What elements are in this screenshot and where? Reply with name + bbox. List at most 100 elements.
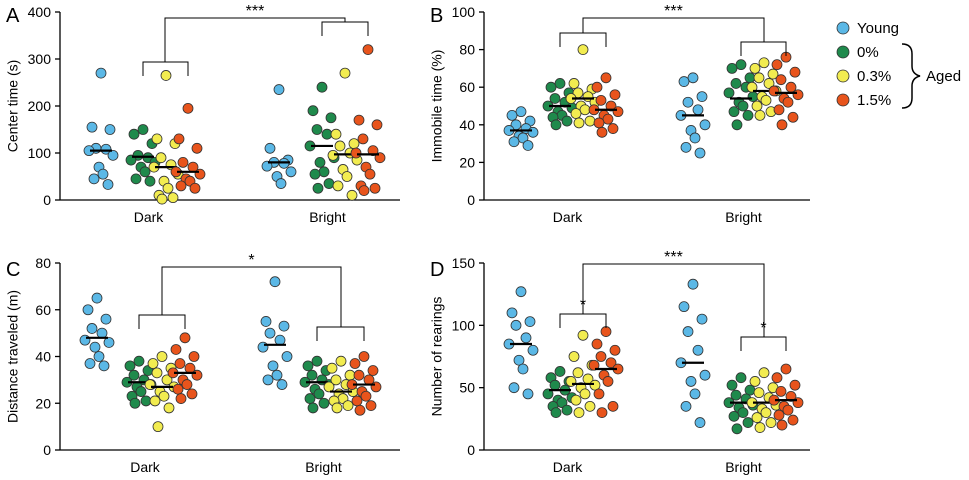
y-axis-label: Number of rearings xyxy=(429,297,445,417)
data-point-0_3pct-dark xyxy=(158,390,170,402)
y-tick-label: 100 xyxy=(452,317,476,333)
data-point-young-bright xyxy=(269,276,281,288)
data-point-1_5pct-dark xyxy=(191,142,203,154)
data-point-0_3pct-dark xyxy=(156,351,168,362)
data-point-young-bright xyxy=(262,374,274,386)
data-point-0pct-dark xyxy=(549,93,561,104)
data-point-0pct-dark xyxy=(139,166,151,178)
data-point-young-dark xyxy=(86,323,98,334)
significance-label-main: *** xyxy=(246,3,265,20)
data-point-0pct-bright xyxy=(313,388,325,400)
data-point-young-dark xyxy=(517,363,529,375)
data-point-0_3pct-bright xyxy=(341,171,353,182)
data-point-young-bright xyxy=(678,301,690,313)
legend-marker xyxy=(836,69,850,83)
data-point-0_3pct-dark xyxy=(149,395,161,407)
data-point-0_3pct-dark xyxy=(156,193,168,205)
data-point-1_5pct-bright xyxy=(357,133,369,145)
data-point-0pct-bright xyxy=(302,360,314,372)
data-point-0pct-bright xyxy=(726,379,738,391)
panel-letter: C xyxy=(6,259,20,281)
data-point-1_5pct-bright xyxy=(369,182,381,194)
y-tick-label: 200 xyxy=(28,98,52,114)
data-point-1_5pct-bright xyxy=(367,365,379,376)
data-point-1_5pct-bright xyxy=(775,74,787,86)
data-point-0_3pct-bright xyxy=(754,422,766,433)
data-point-0pct-bright xyxy=(723,87,735,99)
data-point-0pct-bright xyxy=(304,393,316,404)
legend-label: 1.5% xyxy=(857,92,891,109)
data-point-1_5pct-dark xyxy=(602,376,614,387)
data-point-0pct-dark xyxy=(137,124,149,135)
panel-c: C 0 20 40 60 80 Distance traveled (m) Dark Brigh… xyxy=(5,252,400,475)
data-point-0_3pct-dark xyxy=(577,44,589,55)
data-point-0pct-bright xyxy=(307,105,319,117)
category-label-bright: Bright xyxy=(309,209,346,225)
data-point-1_5pct-dark xyxy=(170,344,182,355)
data-point-0_3pct-bright xyxy=(332,180,344,192)
data-point-young-bright xyxy=(696,91,708,102)
data-point-0_3pct-bright xyxy=(746,81,758,93)
data-point-young-dark xyxy=(88,173,100,185)
data-point-1_5pct-dark xyxy=(173,133,185,145)
data-point-young-bright xyxy=(687,72,699,84)
data-point-1_5pct-bright xyxy=(364,168,376,180)
data-point-1_5pct-dark xyxy=(174,358,186,369)
data-point-0_3pct-bright xyxy=(758,57,770,69)
data-point-1_5pct-bright xyxy=(785,390,797,402)
data-point-0pct-bright xyxy=(737,100,749,112)
data-point-1_5pct-bright xyxy=(773,104,785,116)
y-tick-label: 100 xyxy=(452,4,476,20)
significance-label-main: *** xyxy=(664,249,683,266)
data-point-0pct-dark xyxy=(124,360,136,372)
data-point-1_5pct-dark xyxy=(609,344,621,356)
data-point-0_3pct-dark xyxy=(160,70,172,81)
data-point-1_5pct-dark xyxy=(593,117,605,129)
data-point-0_3pct-bright xyxy=(758,367,770,379)
data-point-1_5pct-bright xyxy=(365,400,377,411)
data-point-young-dark xyxy=(97,168,109,180)
data-point-young-dark xyxy=(107,149,119,161)
data-point-young-dark xyxy=(104,124,116,135)
data-point-1_5pct-dark xyxy=(182,102,194,114)
data-point-0pct-bright xyxy=(735,372,747,384)
data-point-0_3pct-dark xyxy=(573,407,585,419)
data-point-1_5pct-bright xyxy=(792,89,804,101)
data-point-young-bright xyxy=(694,147,706,159)
data-point-0pct-dark xyxy=(554,366,566,377)
data-point-0pct-dark xyxy=(556,397,568,409)
data-point-0_3pct-bright xyxy=(749,376,761,387)
data-point-0_3pct-bright xyxy=(346,189,358,201)
y-tick-label: 150 xyxy=(452,255,476,271)
data-point-young-dark xyxy=(98,360,110,372)
data-point-0_3pct-bright xyxy=(331,402,343,414)
data-point-0pct-dark xyxy=(133,355,145,367)
y-tick-label: 60 xyxy=(35,302,51,318)
data-point-young-bright xyxy=(271,369,283,381)
data-point-0pct-bright xyxy=(744,72,756,84)
data-point-1_5pct-bright xyxy=(789,66,801,78)
data-point-1_5pct-bright xyxy=(350,147,362,159)
data-point-1_5pct-bright xyxy=(353,114,365,126)
data-point-1_5pct-bright xyxy=(354,404,366,416)
category-label-bright: Bright xyxy=(725,209,762,225)
y-tick-label: 20 xyxy=(459,154,475,170)
significance-bracket-main xyxy=(161,266,342,327)
category-label-dark: Dark xyxy=(130,459,161,475)
data-point-0pct-dark xyxy=(554,78,566,89)
data-point-0pct-bright xyxy=(309,168,321,180)
data-point-1_5pct-dark xyxy=(186,388,198,400)
data-point-young-bright xyxy=(260,316,272,327)
data-point-0pct-bright xyxy=(726,63,738,74)
aged-brace xyxy=(901,43,921,109)
significance-bracket xyxy=(559,313,607,328)
data-point-0pct-bright xyxy=(731,119,743,131)
data-point-0pct-dark xyxy=(549,379,561,391)
data-point-0pct-dark xyxy=(130,173,142,185)
data-point-0pct-bright xyxy=(307,402,319,414)
data-point-0pct-bright xyxy=(325,112,337,124)
data-point-0pct-bright xyxy=(321,128,333,140)
data-point-1_5pct-bright xyxy=(349,358,361,369)
data-point-1_5pct-dark xyxy=(595,351,607,362)
data-point-1_5pct-dark xyxy=(172,383,184,395)
